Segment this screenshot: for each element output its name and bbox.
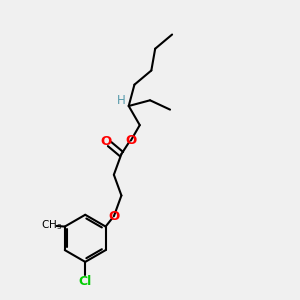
Text: O: O xyxy=(125,134,136,147)
Text: O: O xyxy=(100,135,112,148)
Text: H: H xyxy=(117,94,126,107)
Text: Cl: Cl xyxy=(79,274,92,287)
Text: O: O xyxy=(108,210,119,223)
Text: CH$_3$: CH$_3$ xyxy=(41,218,62,232)
